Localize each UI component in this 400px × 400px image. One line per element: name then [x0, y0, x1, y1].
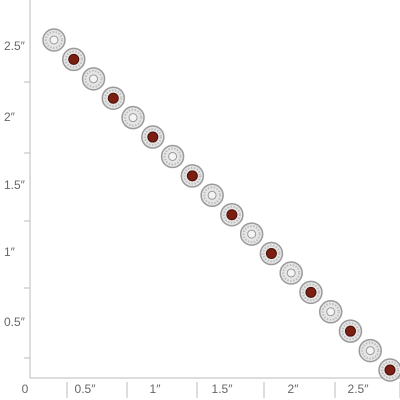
horizontal-ruler-label: 2″ — [288, 382, 300, 396]
vertical-ruler-label: 2″ — [4, 110, 16, 124]
diamond-stone — [89, 74, 99, 84]
link-rim — [64, 50, 83, 69]
vertical-ruler-label: 2.5″ — [4, 39, 26, 53]
link-rim — [262, 244, 281, 263]
link-rim — [45, 31, 63, 49]
link-rim — [301, 283, 320, 302]
link-rim — [242, 225, 261, 244]
garnet-stone — [147, 131, 159, 143]
garnet-stone — [226, 209, 238, 221]
garnet-stone — [384, 364, 396, 376]
garnet-stone — [68, 53, 80, 65]
diamond-stone — [365, 346, 375, 356]
link-rim — [321, 302, 340, 321]
horizontal-ruler-label: 2.5″ — [348, 382, 370, 396]
link-rim — [381, 361, 399, 379]
link-rim — [361, 341, 380, 360]
diamond-stone — [286, 268, 296, 278]
vertical-ruler-label: 0.5″ — [4, 315, 26, 329]
link-rim — [341, 322, 360, 341]
vertical-ruler-label: 1″ — [4, 245, 16, 259]
diamond-stone — [207, 190, 217, 200]
garnet-stone — [344, 325, 356, 337]
vertical-ruler-label: 1.5″ — [4, 178, 26, 192]
link-rim — [84, 69, 103, 88]
horizontal-ruler-label: 1.5″ — [212, 382, 234, 396]
diamond-stone — [49, 35, 59, 45]
link-rim — [203, 186, 222, 205]
link-rim — [282, 263, 301, 282]
link-rim — [163, 147, 182, 166]
link-rim — [222, 205, 241, 224]
diamond-stone — [128, 113, 138, 123]
bracelet — [42, 28, 400, 382]
garnet-stone — [265, 248, 277, 260]
link-rim — [104, 89, 123, 108]
link-rim — [124, 108, 143, 127]
diamond-stone — [326, 307, 336, 317]
garnet-stone — [186, 170, 198, 182]
garnet-stone — [305, 286, 317, 298]
horizontal-ruler-label: 1″ — [150, 382, 162, 396]
horizontal-ruler-label: 0 — [22, 382, 29, 396]
link-rim — [143, 128, 162, 147]
horizontal-ruler-label: 0.5″ — [75, 382, 97, 396]
diamond-stone — [247, 229, 257, 239]
link-rim — [183, 166, 202, 185]
diamond-stone — [168, 151, 178, 161]
garnet-stone — [107, 92, 119, 104]
